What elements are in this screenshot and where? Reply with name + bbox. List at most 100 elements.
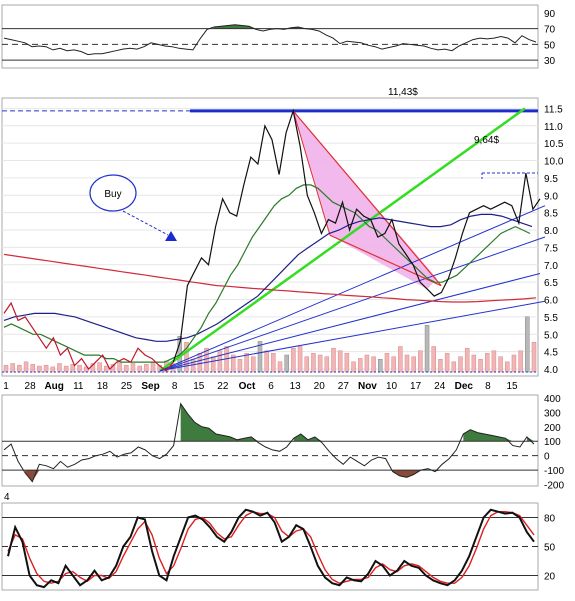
y-tick-label-rsi: 50	[544, 40, 556, 51]
volume-bar	[411, 356, 416, 373]
x-tick-label: 22	[217, 381, 229, 392]
y-tick-label-price: 5.0	[544, 330, 558, 341]
volume-bar	[144, 364, 149, 373]
volume-bar	[237, 359, 243, 373]
volume-bar	[431, 346, 436, 373]
volume-bar	[484, 353, 490, 373]
x-tick-label: 6	[268, 381, 274, 392]
volume-bar	[317, 354, 323, 373]
y-tick-label-rsi: 70	[544, 25, 556, 36]
sma-line	[3, 213, 533, 342]
y-tick-label-price: 6.5	[544, 278, 558, 289]
y-tick-label-cci: -100	[544, 466, 564, 477]
gann-fan-line	[159, 205, 546, 372]
y-tick-label-cci: 300	[544, 408, 561, 419]
volume-bar	[271, 353, 276, 373]
volume-bar	[130, 363, 136, 373]
y-tick-label-cci: 0	[544, 452, 550, 463]
y-tick-label-cci: 400	[544, 394, 561, 405]
buy-callout-label: Buy	[104, 189, 121, 200]
volume-bar	[291, 347, 296, 373]
panel-frame-cci	[1, 394, 539, 487]
overbought-fill	[214, 24, 305, 29]
y-tick-label-price: 8.0	[544, 226, 558, 237]
volume-bar	[284, 354, 289, 373]
volume-bar	[458, 356, 463, 373]
volume-bar	[217, 350, 223, 373]
volume-bar	[498, 356, 503, 373]
volume-bar	[63, 365, 69, 373]
y-tick-label-stoch: 80	[544, 514, 556, 525]
y-tick-label-price: 11.5	[544, 104, 563, 115]
y-tick-label-rsi: 30	[544, 56, 556, 67]
x-tick-label: 11	[73, 381, 84, 392]
volume-bar	[438, 359, 443, 373]
volume-bar	[444, 353, 450, 373]
volume-bar	[344, 353, 350, 373]
y-tick-label-stoch: 20	[544, 572, 556, 583]
y-tick-label-cci: 200	[544, 423, 561, 434]
panel-frame-rsi	[1, 4, 539, 69]
volume-bar	[357, 358, 363, 373]
x-tick-label: Nov	[358, 381, 377, 392]
panel-frame-price	[1, 97, 539, 377]
volume-bar	[104, 365, 109, 373]
y-tick-label-cci: 100	[544, 437, 561, 448]
stoch-period-label: 4	[4, 492, 10, 503]
x-tick-label: 20	[314, 381, 326, 392]
volume-bar	[525, 316, 530, 373]
volume-bar	[117, 361, 122, 373]
cci-line	[3, 402, 535, 483]
x-tick-label: Aug	[44, 381, 63, 392]
y-tick-label-stoch: 50	[544, 543, 556, 554]
x-tick-label: 10	[386, 381, 398, 392]
x-tick-label: 8	[172, 381, 178, 392]
volume-bar	[464, 347, 470, 373]
volume-bar	[471, 354, 477, 373]
price-line	[172, 108, 541, 363]
volume-bar	[384, 353, 390, 373]
y-tick-label-price: 8.5	[544, 209, 558, 220]
overbought-fill	[25, 470, 443, 482]
y-tick-label-price: 4.0	[544, 365, 558, 376]
volume-bar	[97, 362, 102, 373]
y-tick-label-price: 6.0	[544, 296, 558, 307]
x-tick-label: 28	[25, 381, 37, 392]
volume-bar	[37, 365, 42, 373]
volume-bar	[230, 354, 236, 373]
volume-bar	[77, 364, 82, 373]
x-tick-label: 13	[290, 381, 302, 392]
x-tick-label: 27	[338, 381, 350, 392]
volume-bar	[251, 356, 256, 373]
x-tick-label: Dec	[455, 381, 474, 392]
y-tick-label-price: 9.0	[544, 191, 558, 202]
y-tick-label-price: 5.5	[544, 313, 558, 324]
volume-bar	[70, 364, 76, 373]
triangle-upper-line	[292, 110, 442, 287]
volume-bar	[518, 350, 523, 373]
triangle-left-line	[292, 110, 331, 236]
volume-bar	[50, 366, 56, 373]
buy-signal-arrow-icon	[165, 231, 177, 241]
x-tick-label: 24	[434, 381, 446, 392]
stoch-k-line	[7, 508, 535, 589]
volume-bar	[531, 342, 537, 373]
volume-bar	[398, 346, 403, 373]
volume-bar	[137, 365, 142, 373]
volume-bar	[478, 359, 483, 373]
buy-callout-ellipse	[89, 174, 137, 212]
y-tick-label-price: 10.5	[544, 139, 564, 150]
volume-bar	[491, 350, 497, 373]
y-tick-label-price: 7.0	[544, 261, 558, 272]
rsi-line	[3, 24, 537, 56]
volume-bar	[244, 353, 249, 373]
x-tick-label: Sep	[141, 381, 159, 392]
y-tick-label-price: 4.5	[544, 348, 558, 359]
volume-bar	[371, 356, 376, 373]
volume-bar	[57, 363, 62, 373]
y-tick-label-price: 9.5	[544, 174, 558, 185]
volume-bar	[90, 363, 96, 373]
x-tick-label: Oct	[239, 381, 256, 392]
x-tick-label: 8	[485, 381, 491, 392]
